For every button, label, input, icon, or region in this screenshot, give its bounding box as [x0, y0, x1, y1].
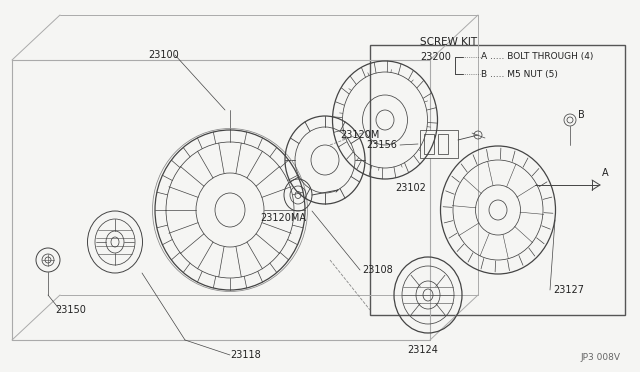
Text: A: A: [602, 168, 609, 178]
Text: JP3 008V: JP3 008V: [580, 353, 620, 362]
Text: 23108: 23108: [362, 265, 393, 275]
Bar: [370, 45, 625, 315]
Text: B ..... M5 NUT (5): B ..... M5 NUT (5): [481, 70, 558, 78]
Text: 23118: 23118: [230, 350, 260, 360]
Text: B: B: [578, 110, 585, 120]
Text: 23156: 23156: [366, 140, 397, 150]
Text: A ..... BOLT THROUGH (4): A ..... BOLT THROUGH (4): [481, 52, 593, 61]
Text: 23124: 23124: [408, 345, 438, 355]
Bar: [424, 134, 434, 154]
Bar: [438, 134, 448, 154]
Text: 23102: 23102: [395, 183, 426, 193]
Text: 23150: 23150: [55, 305, 86, 315]
Text: 23200: 23200: [420, 52, 451, 62]
Text: SCREW KIT: SCREW KIT: [420, 37, 477, 47]
Bar: [420, 130, 458, 158]
Text: 23100: 23100: [148, 50, 179, 60]
Text: 23127: 23127: [553, 285, 584, 295]
Text: 23120MA: 23120MA: [260, 213, 306, 223]
Text: 23120M: 23120M: [340, 130, 380, 140]
